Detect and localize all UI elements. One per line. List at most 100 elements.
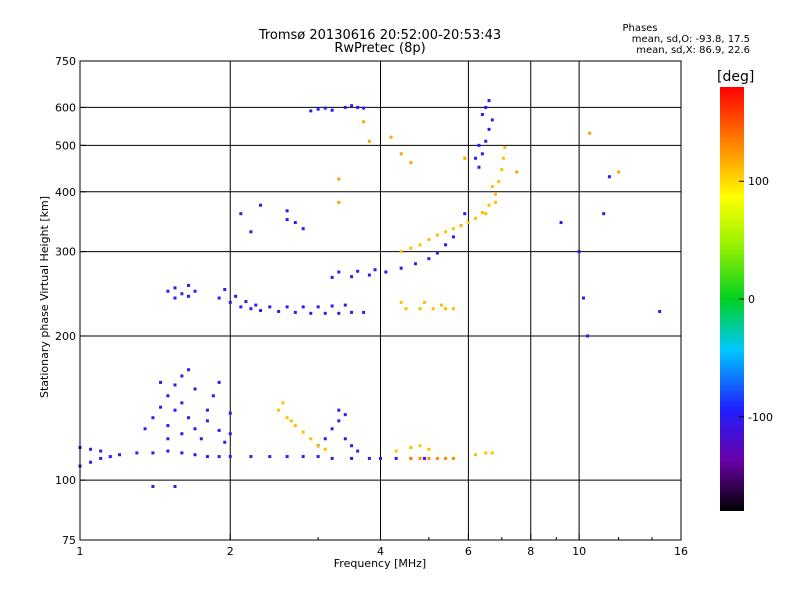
data-point	[249, 455, 253, 459]
data-point	[99, 456, 103, 460]
data-point	[451, 307, 455, 311]
data-point	[159, 405, 163, 409]
data-point	[193, 387, 197, 391]
data-point	[193, 427, 197, 431]
stats-line-x: mean, sd,X: 86.9, 22.6	[636, 45, 750, 56]
data-point	[337, 408, 341, 412]
data-point	[180, 451, 184, 455]
data-point	[223, 288, 227, 292]
data-point	[337, 270, 341, 274]
data-point	[118, 453, 122, 457]
data-point	[89, 447, 93, 451]
data-point	[350, 456, 354, 460]
data-point	[427, 456, 431, 460]
data-point	[180, 374, 184, 378]
data-point	[409, 161, 413, 165]
data-point	[444, 456, 448, 460]
data-point	[330, 456, 334, 460]
data-point	[362, 310, 366, 314]
data-point	[362, 120, 366, 124]
data-point	[350, 275, 354, 279]
y-tick-label: 100	[55, 474, 76, 487]
data-point	[301, 430, 305, 434]
data-point	[409, 445, 413, 449]
colorbar-tick-label: 100	[748, 175, 769, 188]
data-point	[330, 108, 334, 112]
data-point	[187, 283, 191, 287]
data-point	[166, 449, 170, 453]
data-point	[418, 307, 422, 311]
chart-title: Tromsø 20130616 20:52:00-20:53:43	[258, 28, 502, 43]
data-point	[166, 437, 170, 441]
data-point	[399, 152, 403, 156]
data-point	[418, 243, 422, 247]
data-point	[490, 118, 494, 122]
data-point	[259, 309, 263, 313]
data-point	[234, 294, 238, 298]
data-point	[143, 427, 147, 431]
data-point	[559, 221, 563, 225]
data-point	[473, 156, 477, 160]
data-point	[228, 455, 232, 459]
data-point	[259, 203, 263, 207]
x-axis-label: Frequency [MHz]	[333, 557, 427, 570]
data-point	[268, 455, 272, 459]
data-point	[399, 300, 403, 304]
data-point	[330, 275, 334, 279]
data-point	[187, 416, 191, 420]
data-point	[431, 307, 435, 311]
data-point	[108, 455, 112, 459]
data-point	[309, 109, 313, 113]
data-point	[343, 437, 347, 441]
data-point	[228, 411, 232, 415]
data-point	[356, 105, 360, 109]
data-point	[151, 484, 155, 488]
data-point	[244, 300, 248, 304]
data-point	[418, 456, 422, 460]
data-point	[399, 266, 403, 270]
data-point	[487, 203, 491, 207]
data-point	[281, 401, 285, 405]
data-point	[404, 307, 408, 311]
data-point	[151, 416, 155, 420]
y-axis-label: Stationary phase Virtual Height [km]	[38, 195, 51, 398]
data-point	[444, 307, 448, 311]
data-point	[99, 449, 103, 453]
data-point	[427, 237, 431, 241]
data-point	[394, 449, 398, 453]
data-point	[389, 135, 393, 139]
data-point	[435, 251, 439, 255]
data-point	[394, 456, 398, 460]
data-point	[180, 432, 184, 436]
data-point	[435, 233, 439, 237]
data-point	[301, 227, 305, 231]
data-point	[367, 139, 371, 143]
data-point	[373, 268, 377, 272]
data-point	[316, 107, 320, 111]
data-point	[343, 303, 347, 307]
y-tick-label: 400	[55, 186, 76, 199]
data-point	[337, 419, 341, 423]
data-point	[173, 296, 177, 300]
data-point	[217, 380, 221, 384]
data-point	[166, 289, 170, 293]
data-point	[487, 127, 491, 131]
data-point	[497, 180, 501, 184]
data-point	[211, 394, 215, 398]
data-point	[323, 311, 327, 315]
data-point	[379, 456, 382, 460]
data-point	[337, 200, 341, 204]
data-point	[463, 156, 467, 160]
x-tick-label: 8	[527, 545, 534, 558]
data-point	[367, 273, 371, 277]
data-point	[316, 455, 320, 459]
data-point	[323, 106, 327, 110]
data-point	[399, 250, 403, 254]
data-point	[480, 211, 484, 215]
data-point	[173, 286, 177, 290]
y-tick-label: 500	[55, 139, 76, 152]
data-point	[494, 192, 498, 196]
y-tick-label: 600	[55, 101, 76, 114]
colorbar-tick-label: 0	[748, 293, 755, 306]
data-point	[159, 380, 163, 384]
